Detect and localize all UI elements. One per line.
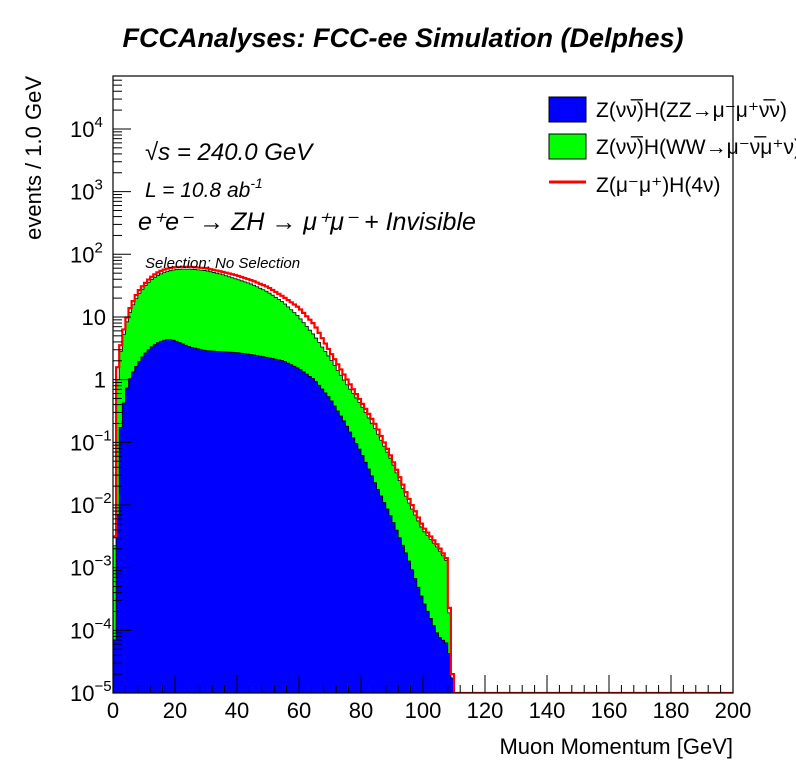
x-tick-label: 0 [107, 698, 119, 723]
x-tick-label: 200 [715, 698, 752, 723]
series-mumu-line [113, 265, 733, 693]
y-tick-label: 10−5 [70, 678, 112, 706]
y-tick-label: 10 [82, 305, 106, 330]
legend-entry-zz: Z(νν̅)H(ZZ→μ⁻μ⁺ν̅ν) [548, 96, 787, 123]
y-tick-label: 10−1 [70, 427, 112, 455]
legend-label: Z(μ⁻μ⁺)H(4ν) [596, 174, 721, 197]
x-tick-label: 60 [287, 698, 311, 723]
legend-swatch [548, 96, 587, 123]
y-tick-label: 1 [94, 368, 106, 393]
x-tick-label: 120 [467, 698, 504, 723]
x-tick-label: 180 [653, 698, 690, 723]
legend-entry-ww: Z(νν̅)H(WW→μ⁻ν̅μ⁺ν) [548, 133, 796, 160]
y-tick-label: 103 [70, 177, 103, 205]
y-tick-label: 102 [70, 239, 103, 267]
series-zz-fill [113, 339, 455, 693]
process-label: e⁺e⁻ → ZH → μ⁺μ⁻ + Invisible [138, 208, 476, 236]
legend: Z(νν̅)H(ZZ→μ⁻μ⁺ν̅ν) Z(νν̅)H(WW→μ⁻ν̅μ⁺ν) Z(… [548, 96, 796, 197]
x-tick-label: 160 [591, 698, 628, 723]
sqrt-s-label: √s = 240.0 GeV [145, 139, 314, 166]
y-tick-label: 10−2 [70, 490, 112, 518]
chart-title: FCCAnalyses: FCC-ee Simulation (Delphes) [122, 23, 683, 53]
x-tick-label: 80 [349, 698, 373, 723]
luminosity-label: L = 10.8 ab-1 [145, 175, 263, 202]
legend-label: Z(νν̅)H(ZZ→μ⁻μ⁺ν̅ν) [596, 99, 787, 122]
legend-label: Z(νν̅)H(WW→μ⁻ν̅μ⁺ν) [596, 136, 796, 159]
selection-label: Selection: No Selection [145, 255, 300, 272]
y-axis-title: events / 1.0 GeV [21, 76, 46, 240]
x-tick-label: 140 [529, 698, 566, 723]
x-axis-title: Muon Momentum [GeV] [499, 734, 733, 759]
y-tick-label: 10−4 [70, 615, 112, 643]
x-tick-label: 20 [163, 698, 187, 723]
y-tick-label: 104 [70, 114, 103, 142]
legend-entry-mumu: Z(μ⁻μ⁺)H(4ν) [549, 174, 721, 197]
axes-layer: 0 20 40 60 80 100 120 140 160 180 200 10−5 10−4 10−3 1… [70, 75, 752, 723]
series-layer [113, 265, 733, 693]
y-tick-label: 10−3 [70, 553, 112, 581]
x-tick-label: 100 [405, 698, 442, 723]
annotation-layer: √s = 240.0 GeV L = 10.8 ab-1 e⁺e⁻ → ZH → μ… [138, 139, 476, 272]
legend-swatch [548, 133, 587, 160]
x-tick-label: 40 [225, 698, 249, 723]
